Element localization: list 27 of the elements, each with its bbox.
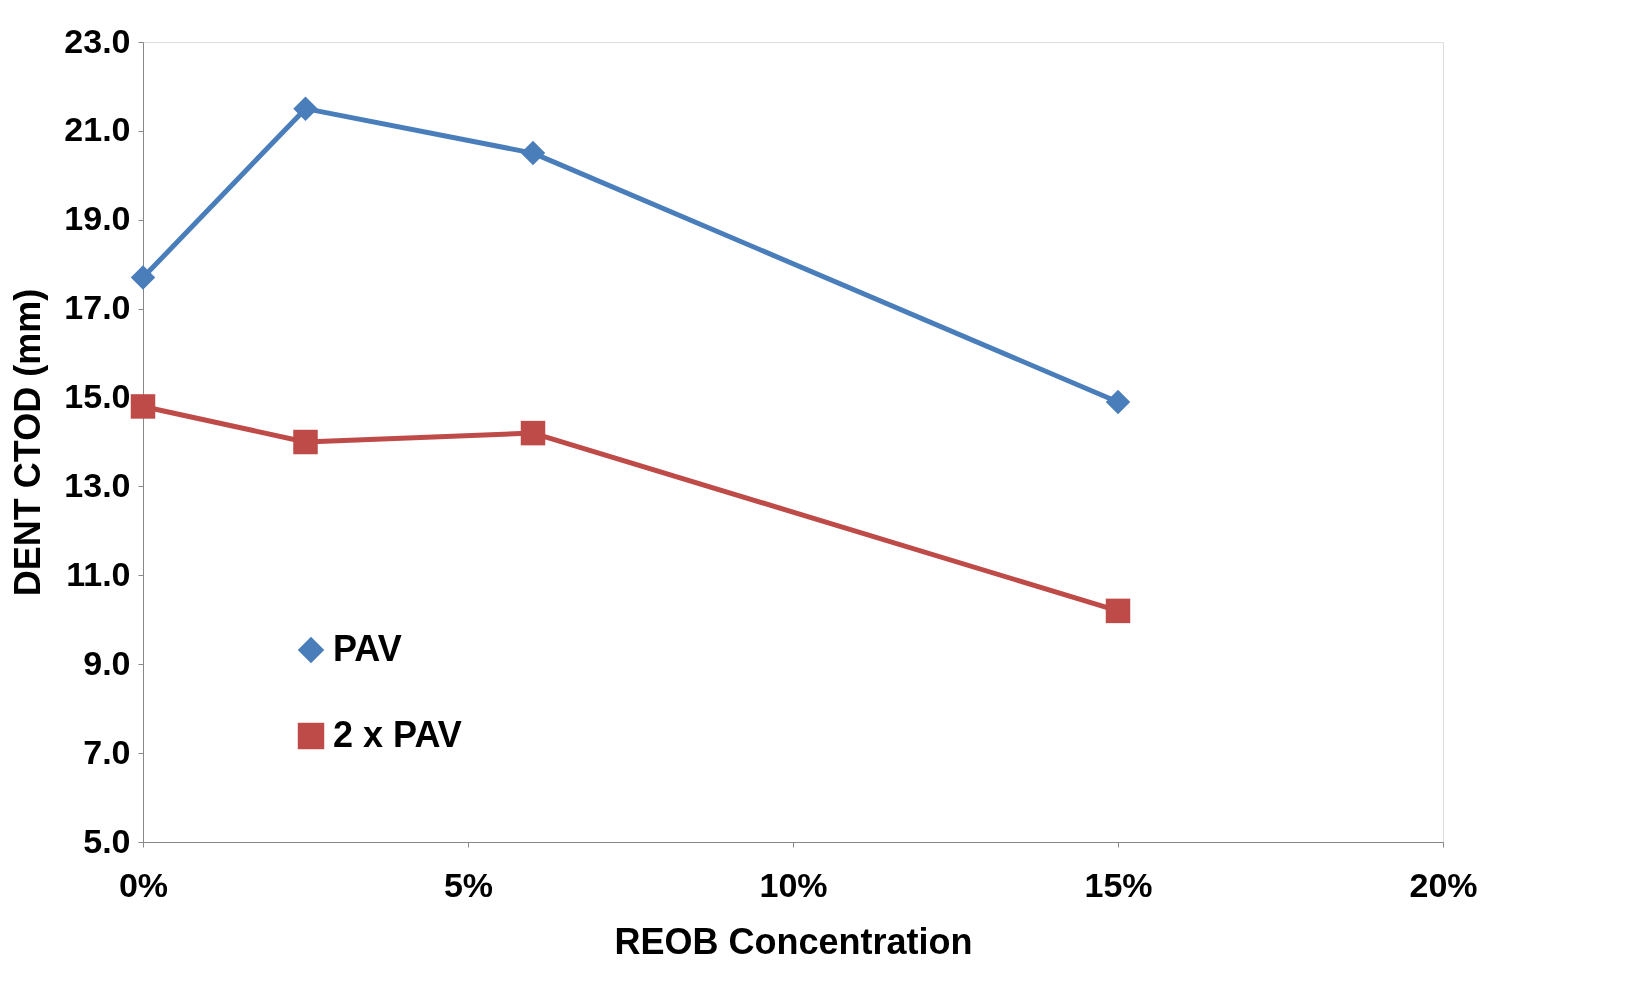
x-tick-label: 20% (1409, 865, 1478, 904)
x-tick-label: 15% (1084, 865, 1153, 904)
y-tick-label: 11.0 (66, 554, 131, 593)
y-tick-label: 15.0 (64, 377, 131, 416)
y-tick-label: 5.0 (83, 821, 131, 860)
legend-label: PAV (333, 628, 402, 669)
point (520, 420, 546, 446)
point (293, 96, 318, 121)
point (130, 394, 156, 419)
y-axis-title: DENT CTOD (mm) (7, 288, 49, 597)
point (1105, 389, 1131, 415)
point (130, 265, 156, 290)
point (1105, 598, 1131, 624)
y-tick-label: 23.0 (64, 21, 131, 60)
x-tick-label: 0% (118, 865, 169, 904)
point (293, 429, 318, 455)
y-tick-label: 17.0 (64, 288, 131, 327)
legend-label: 2 x PAV (333, 714, 462, 755)
x-axis-title: REOB Concentration (614, 920, 973, 962)
y-tick-label: 21.0 (64, 110, 131, 149)
point (520, 140, 546, 166)
y-tick-label: 9.0 (83, 643, 131, 682)
y-tick-label: 7.0 (83, 732, 131, 771)
y-tick-label: 13.0 (64, 465, 131, 504)
x-tick-label: 5% (443, 865, 494, 904)
x-tick-label: 10% (759, 865, 828, 904)
y-tick-label: 19.0 (64, 199, 131, 238)
